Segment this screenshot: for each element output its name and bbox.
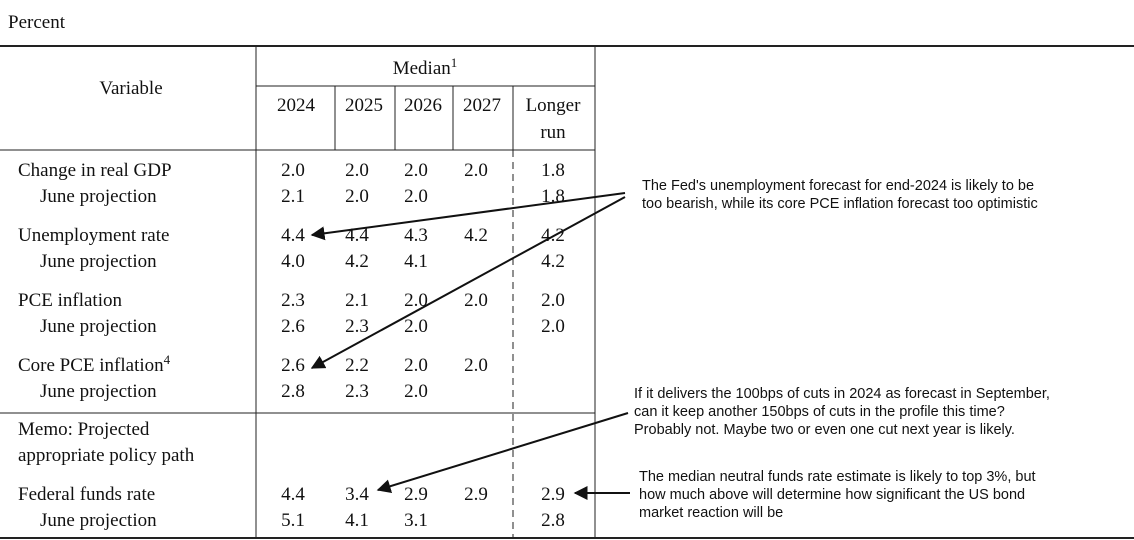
arrow (310, 196, 626, 369)
cell-value: 4.4 (281, 225, 305, 246)
row-label-text: Federal funds rate (18, 484, 155, 505)
cell-value: 4.2 (464, 225, 488, 246)
arrow (310, 192, 626, 241)
memo-label: Memo: Projected (18, 419, 150, 440)
cell-value: 4.1 (404, 251, 428, 272)
cell-value: 2.9 (464, 484, 488, 505)
annotation: The median neutral funds rate estimate i… (639, 469, 1036, 485)
cell-value: 2.0 (404, 186, 428, 207)
row-label: June projection (40, 510, 157, 531)
cell-value: 2.8 (281, 381, 305, 402)
row-label: Change in real GDP (18, 160, 172, 181)
cell-value: 4.2 (541, 251, 565, 272)
cell-value: 2.0 (404, 355, 428, 376)
cell-value: 2.0 (464, 355, 488, 376)
cell-value: 4.1 (345, 510, 369, 531)
variable-header: Variable (99, 78, 162, 99)
row-label-text: June projection (40, 381, 157, 402)
footnote: 1 (451, 55, 458, 70)
row-label-text: Unemployment rate (18, 225, 169, 246)
cell-value: 2.0 (541, 316, 565, 337)
cell-value: 2.0 (404, 160, 428, 181)
row-label-text: June projection (40, 186, 157, 207)
unit-label: Percent (8, 12, 66, 33)
cell-value: 4.0 (281, 251, 305, 272)
cell-value: 4.2 (541, 225, 565, 246)
longer-run-header: Longer (526, 95, 582, 116)
cell-value: 5.1 (281, 510, 305, 531)
cell-value: 4.4 (281, 484, 305, 505)
cell-value: 2.9 (404, 484, 428, 505)
row-label: PCE inflation (18, 290, 122, 311)
row-label: June projection (40, 381, 157, 402)
cell-value: 1.8 (541, 160, 565, 181)
annotation: too bearish, while its core PCE inflatio… (642, 196, 1038, 212)
cell-value: 2.3 (345, 381, 369, 402)
cell-value: 4.2 (345, 251, 369, 272)
cell-value: 4.4 (345, 225, 369, 246)
row-label-text: June projection (40, 510, 157, 531)
cell-value: 2.8 (541, 510, 565, 531)
cell-value: 2.0 (404, 381, 428, 402)
median-header: Median1 (393, 55, 458, 79)
longer-run-header: run (540, 122, 566, 143)
row-label: Core PCE inflation4 (18, 352, 171, 376)
cell-value: 2.0 (541, 290, 565, 311)
year-header: 2026 (404, 95, 442, 116)
cell-value: 2.6 (281, 316, 305, 337)
cell-value: 2.0 (345, 186, 369, 207)
row-label-text: June projection (40, 251, 157, 272)
annotation: can it keep another 150bps of cuts in th… (634, 404, 1005, 420)
row-label-text: Change in real GDP (18, 160, 172, 181)
row-label-text: PCE inflation (18, 290, 122, 311)
cell-value: 2.0 (404, 316, 428, 337)
cell-value: 2.1 (281, 186, 305, 207)
cell-value: 3.4 (345, 484, 369, 505)
annotation: market reaction will be (639, 505, 783, 521)
annotation: The Fed's unemployment forecast for end-… (642, 178, 1034, 194)
footnote: 4 (164, 352, 171, 367)
cell-value: 2.2 (345, 355, 369, 376)
cell-value: 2.0 (464, 160, 488, 181)
cell-value: 2.9 (541, 484, 565, 505)
row-label: Unemployment rate (18, 225, 169, 246)
row-label: June projection (40, 251, 157, 272)
year-header: 2024 (277, 95, 316, 116)
cell-value: 2.0 (404, 290, 428, 311)
cell-value: 2.3 (345, 316, 369, 337)
median-label: Median (393, 58, 452, 79)
row-label-text: Core PCE inflation (18, 355, 164, 376)
row-label: June projection (40, 316, 157, 337)
cell-value: 3.1 (404, 510, 428, 531)
annotation: Probably not. Maybe two or even one cut … (634, 422, 1015, 438)
row-label-text: June projection (40, 316, 157, 337)
year-header: 2025 (345, 95, 383, 116)
cell-value: 2.6 (281, 355, 305, 376)
cell-value: 4.3 (404, 225, 428, 246)
cell-value: 1.8 (541, 186, 565, 207)
row-label: June projection (40, 186, 157, 207)
year-header: 2027 (463, 95, 501, 116)
annotation: If it delivers the 100bps of cuts in 202… (634, 386, 1050, 402)
cell-value: 2.1 (345, 290, 369, 311)
cell-value: 2.0 (464, 290, 488, 311)
annotation: how much above will determine how signif… (639, 487, 1025, 503)
cell-value: 2.0 (345, 160, 369, 181)
memo-label: appropriate policy path (18, 445, 195, 466)
cell-value: 2.3 (281, 290, 305, 311)
row-label: Federal funds rate (18, 484, 155, 505)
cell-value: 2.0 (281, 160, 305, 181)
arrow (376, 412, 629, 493)
